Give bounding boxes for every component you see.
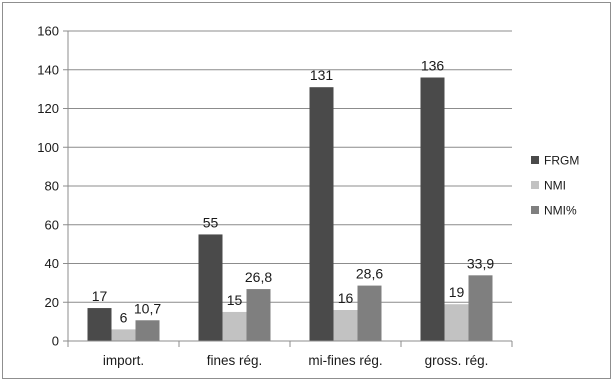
y-tick-label: 100	[37, 140, 59, 155]
data-label: 10,7	[134, 300, 161, 316]
y-tick-label: 20	[45, 295, 59, 310]
bar	[87, 308, 112, 341]
x-tick-label: gross. rég.	[425, 353, 489, 368]
bar	[444, 304, 469, 341]
data-label: 33,9	[467, 255, 494, 271]
legend-label: NMI	[544, 179, 566, 193]
y-tick-label: 140	[37, 62, 59, 77]
bar	[309, 87, 334, 341]
bar	[468, 275, 493, 341]
legend: FRGM NMI NMI%	[531, 154, 579, 218]
bar	[357, 285, 382, 341]
y-tick-label: 60	[45, 217, 59, 232]
data-label: 6	[120, 309, 128, 325]
x-tick-label: fines rég.	[207, 353, 263, 368]
bar	[246, 289, 271, 341]
bar	[198, 234, 223, 341]
data-label: 16	[338, 290, 354, 306]
data-label: 55	[203, 214, 219, 230]
y-tick-label: 120	[37, 101, 59, 116]
bar	[222, 311, 247, 341]
legend-swatch	[531, 181, 539, 189]
data-label: 131	[310, 67, 334, 83]
data-label: 26,8	[245, 269, 272, 285]
data-label: 19	[449, 284, 465, 300]
bar	[135, 320, 160, 341]
y-tick-label: 40	[45, 256, 59, 271]
x-tick-label: import.	[103, 353, 144, 368]
x-tick-label: mi-fines rég.	[308, 353, 382, 368]
legend-swatch	[531, 206, 539, 214]
legend-label: NMI%	[544, 204, 577, 218]
data-label: 136	[421, 58, 445, 74]
legend-swatch	[531, 156, 539, 164]
y-tick-label: 80	[45, 179, 59, 194]
data-label: 17	[92, 288, 108, 304]
data-label: 15	[227, 292, 243, 308]
bar	[333, 310, 358, 341]
bar	[111, 329, 136, 341]
data-label: 28,6	[356, 266, 383, 282]
gridlines	[68, 30, 512, 303]
legend-label: FRGM	[544, 154, 579, 168]
bar	[420, 77, 445, 341]
x-axis: import. fines rég. mi-fines rég. gross. rég…	[67, 340, 513, 368]
y-tick-label: 0	[52, 334, 59, 349]
y-axis: 0 20 40 60 80 100 120 140 160	[37, 24, 69, 349]
bars	[87, 77, 493, 341]
y-tick-label: 160	[37, 24, 59, 39]
